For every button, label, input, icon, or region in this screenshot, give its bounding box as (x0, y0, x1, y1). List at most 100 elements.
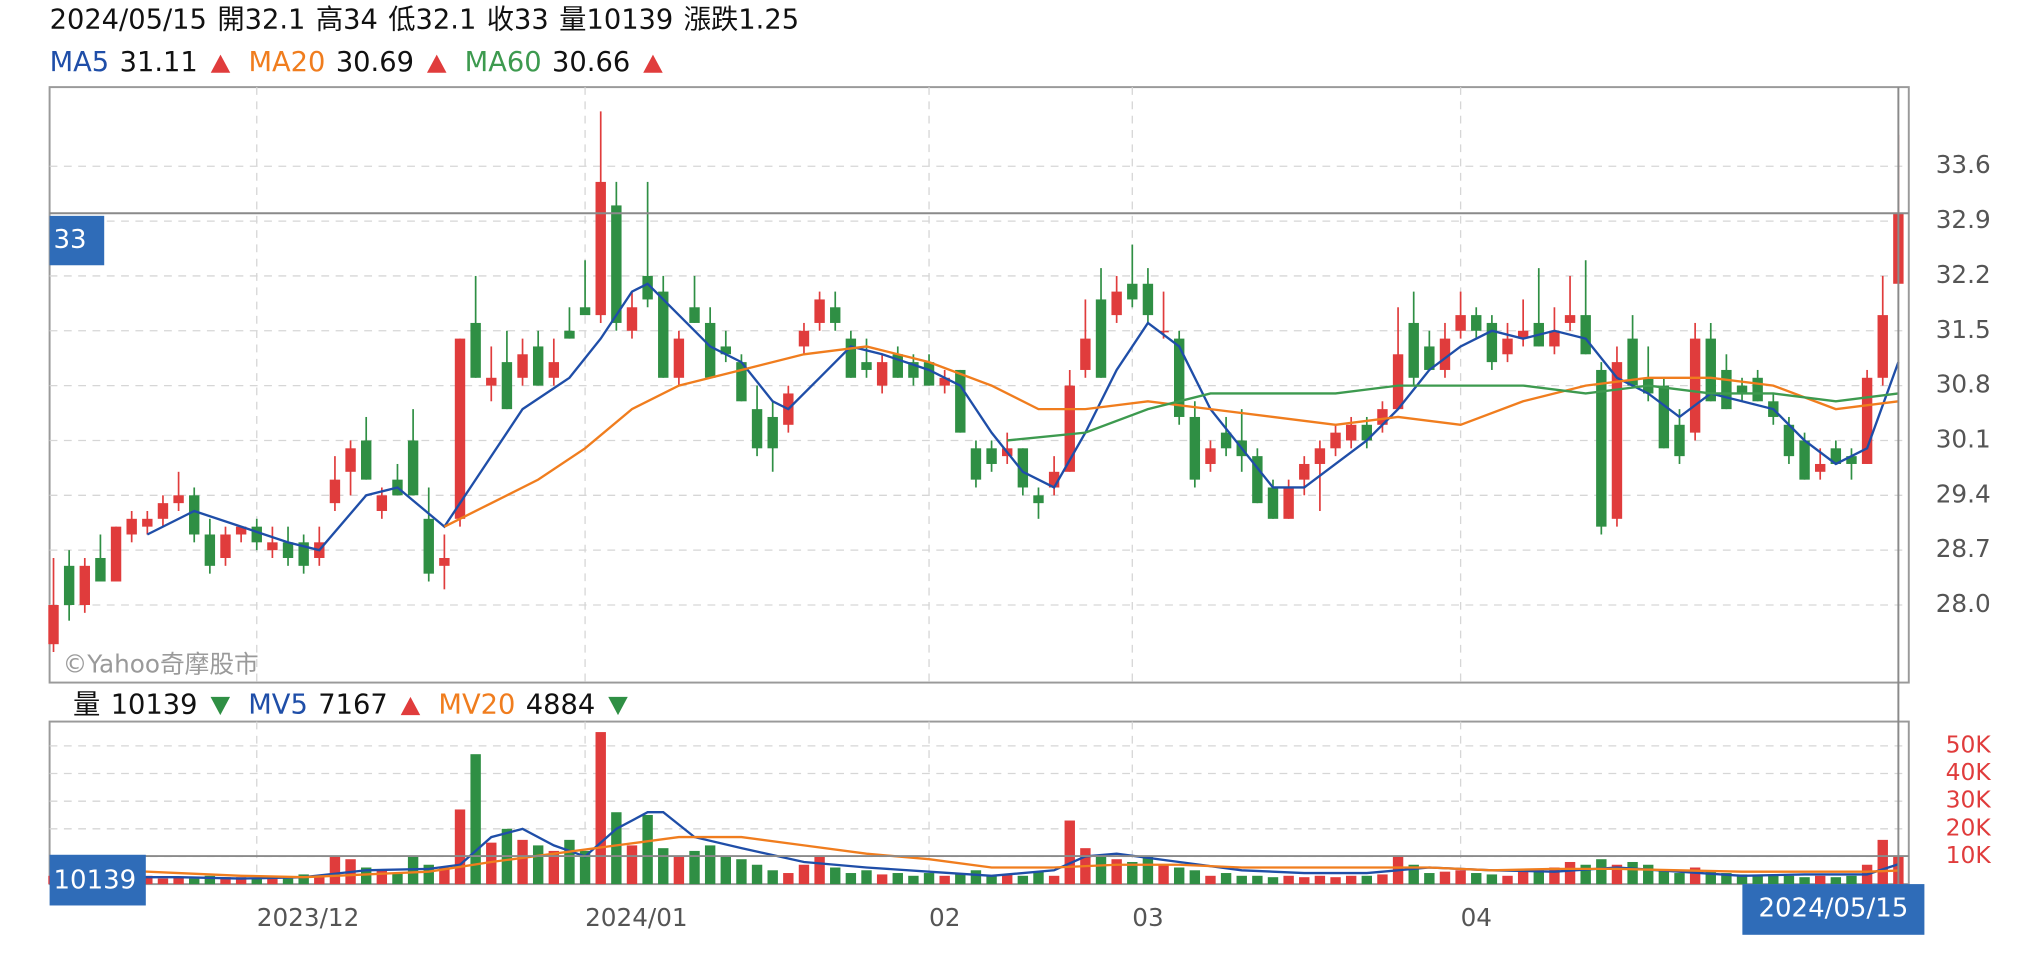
candle-body (532, 346, 544, 386)
volume-bar (1111, 859, 1122, 885)
candle-body (1252, 456, 1263, 504)
volume-bar (1127, 861, 1138, 885)
volume-bar (814, 856, 825, 885)
candle-body (798, 330, 810, 347)
candle-body (970, 448, 982, 480)
candle-body (267, 542, 278, 551)
candle-body (1815, 463, 1826, 472)
candle-body (830, 307, 841, 323)
volume-bar (798, 864, 810, 885)
volume-bar (1815, 875, 1826, 885)
candle-body (579, 307, 591, 316)
volume-bar (1189, 870, 1201, 885)
candle-body (1658, 385, 1670, 449)
volume-bar (1658, 870, 1670, 885)
volume-bar (720, 856, 731, 885)
volume-bar (861, 870, 872, 885)
header-item: 開32.1 (217, 4, 305, 35)
x-tick-label: 2024/01 (585, 903, 688, 932)
candle-body (1752, 377, 1763, 402)
volume-bar (611, 812, 622, 885)
candle-body (501, 362, 513, 410)
trend-arrow (426, 54, 447, 73)
volume-bar (626, 845, 638, 885)
volume-bar (1596, 859, 1607, 885)
header-item: 量10139 (559, 4, 673, 35)
candle-body (1048, 471, 1060, 488)
candle-body (63, 565, 75, 606)
volume-bar (1205, 875, 1216, 885)
candle-body (1471, 315, 1482, 331)
candle-body (1033, 495, 1044, 504)
legend-name: MA5 (50, 47, 110, 78)
date-label: 2024/05/15 (1758, 893, 1908, 923)
candle-body (1830, 448, 1842, 464)
candle-body (1345, 424, 1357, 441)
candle-body (1674, 424, 1685, 457)
candle-body (407, 440, 419, 496)
volume-bar (642, 814, 653, 885)
volume-bar (470, 754, 481, 885)
trend-arrow (643, 54, 663, 73)
y-tick-label: 31.5 (1936, 315, 1991, 344)
candle-body (955, 369, 966, 433)
volume-bar (1252, 875, 1263, 885)
volume-bar (423, 864, 434, 885)
volume-bar (595, 732, 606, 885)
candle-body (376, 495, 388, 511)
candle-body (204, 534, 216, 566)
legend-name: 量 (73, 689, 100, 720)
candle-body (1846, 456, 1857, 464)
mv-line (53, 835, 1899, 879)
candle-body (1377, 409, 1388, 425)
candle-body (1064, 385, 1075, 472)
volume-bar (298, 874, 309, 885)
candle-body (1439, 338, 1451, 370)
volume-bar (1471, 873, 1482, 885)
candle-body (1408, 322, 1419, 378)
volume-bar (1173, 867, 1185, 885)
y-tick-label: 29.4 (1936, 479, 1991, 508)
volume-bar (658, 848, 669, 885)
candle-body (1142, 283, 1154, 316)
header-item: 高34 (316, 4, 378, 35)
candle-body (736, 362, 747, 402)
volume-bar (892, 873, 903, 885)
candle-body (1502, 338, 1513, 355)
watermark: ©Yahoo奇摩股市 (63, 650, 259, 679)
volume-bar (1330, 877, 1341, 885)
candle-body (1721, 369, 1732, 410)
candle-body (626, 307, 638, 331)
y-tick-label: 20K (1946, 813, 1992, 841)
volume-bar (1267, 877, 1279, 885)
volume-bar (970, 870, 982, 885)
volume-bar (1689, 867, 1701, 885)
volume-bar (1643, 864, 1654, 885)
x-tick-label: 2023/12 (257, 903, 360, 932)
candle-body (517, 354, 528, 378)
volume-bar (548, 850, 560, 885)
candle-body (220, 534, 231, 558)
x-tick-label: 02 (929, 903, 960, 932)
candle-body (689, 307, 700, 323)
volume-bar (1580, 864, 1591, 885)
volume-bar (1299, 877, 1310, 885)
candle-body (1173, 338, 1185, 417)
candle-body (1564, 315, 1576, 323)
x-tick-label: 03 (1132, 903, 1163, 932)
candle-body (1080, 338, 1091, 370)
legend-name: MV5 (248, 689, 308, 720)
volume-bar (251, 878, 262, 885)
volume-bar (845, 873, 857, 885)
volume-bar (173, 877, 184, 885)
volume-bar (392, 873, 403, 885)
volume-bar (1564, 861, 1576, 885)
candle-body (423, 518, 434, 574)
candle-body (282, 542, 294, 558)
candle-body (235, 526, 247, 535)
candle-body (1158, 330, 1169, 333)
candle-body (361, 440, 372, 480)
candle-body (345, 448, 356, 472)
date-label-box (1742, 884, 1925, 935)
volume-bar (876, 874, 888, 885)
